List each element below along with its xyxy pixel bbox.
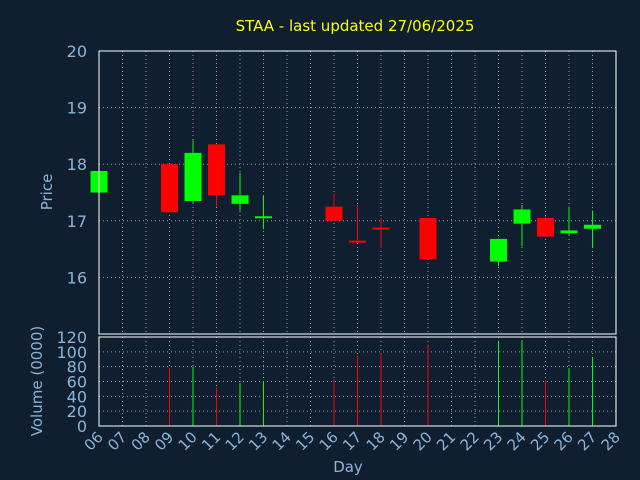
candle-body <box>184 152 202 201</box>
candle-body <box>255 216 272 219</box>
day-tick-label: 20 <box>410 428 436 454</box>
day-tick-label: 25 <box>527 428 553 454</box>
candle-body <box>419 217 437 260</box>
volume-tick-label: 20 <box>67 402 87 421</box>
day-tick-label: 24 <box>504 428 530 454</box>
day-axis-ticks: 0607080910111213141516171819202122232425… <box>81 428 624 454</box>
day-tick-label: 07 <box>104 428 130 454</box>
candle-13 <box>255 195 272 230</box>
price-axis-label: Price <box>38 174 56 211</box>
volume-tick-label: 120 <box>56 328 87 347</box>
volume-tick-label: 0 <box>77 417 87 436</box>
day-tick-label: 11 <box>198 428 224 454</box>
price-tick-label: 16 <box>67 268 87 287</box>
candle-25 <box>537 216 554 237</box>
price-panel-frame <box>98 50 617 335</box>
candle-11 <box>208 144 225 207</box>
day-tick-label: 22 <box>457 428 483 454</box>
day-tick-label: 17 <box>339 428 365 454</box>
candle-body <box>349 240 366 243</box>
day-tick-label: 10 <box>175 428 201 454</box>
price-tick-label: 19 <box>67 99 87 118</box>
candle-body <box>584 224 601 229</box>
chart-title: STAA - last updated 27/06/2025 <box>236 17 475 35</box>
day-tick-label: 21 <box>433 428 459 454</box>
candle-body <box>325 206 343 221</box>
volume-axis-label: Volume (0000) <box>28 326 46 436</box>
day-tick-label: 18 <box>363 428 389 454</box>
candle-body <box>513 209 531 224</box>
volume-panel-frame <box>98 336 617 427</box>
candle-20 <box>419 217 437 260</box>
candle-09 <box>161 164 178 213</box>
candle-18 <box>372 217 390 248</box>
price-tick-label: 17 <box>67 212 87 231</box>
volume-tick-label: 40 <box>67 387 87 406</box>
day-tick-label: 15 <box>292 428 318 454</box>
candle-12 <box>231 172 249 211</box>
day-tick-label: 13 <box>245 428 271 454</box>
day-tick-label: 23 <box>480 428 506 454</box>
x-axis-label: Day <box>333 458 363 476</box>
candle-17 <box>349 204 366 243</box>
candle-16 <box>325 193 343 221</box>
candle-body <box>560 230 578 234</box>
day-tick-label: 19 <box>386 428 412 454</box>
day-tick-label: 12 <box>222 428 248 454</box>
candle-body <box>161 164 178 213</box>
price-tick-label: 20 <box>67 42 87 61</box>
candle-body <box>490 238 507 262</box>
candle-body <box>231 195 249 204</box>
volume-tick-label: 100 <box>56 343 87 362</box>
candle-27 <box>584 210 601 248</box>
day-tick-label: 09 <box>151 428 177 454</box>
candle-body <box>208 144 225 196</box>
volume-tick-label: 60 <box>67 373 87 392</box>
price-axis-ticks: 16 17 18 19 20 <box>67 42 87 287</box>
price-tick-label: 18 <box>67 155 87 174</box>
day-tick-label: 27 <box>574 428 600 454</box>
candle-26 <box>560 206 578 235</box>
day-tick-label: 26 <box>551 428 577 454</box>
day-tick-label: 14 <box>269 428 295 454</box>
candle-23 <box>490 238 507 267</box>
price-candles <box>90 140 601 267</box>
candle-10 <box>184 140 202 204</box>
volume-bars <box>169 339 593 426</box>
candle-24 <box>513 204 531 247</box>
day-tick-label: 08 <box>128 428 154 454</box>
candle-body <box>537 217 554 237</box>
day-tick-label: 16 <box>316 428 342 454</box>
day-tick-label: 28 <box>598 428 624 454</box>
candle-body <box>372 227 390 230</box>
volume-tick-label: 80 <box>67 358 87 377</box>
